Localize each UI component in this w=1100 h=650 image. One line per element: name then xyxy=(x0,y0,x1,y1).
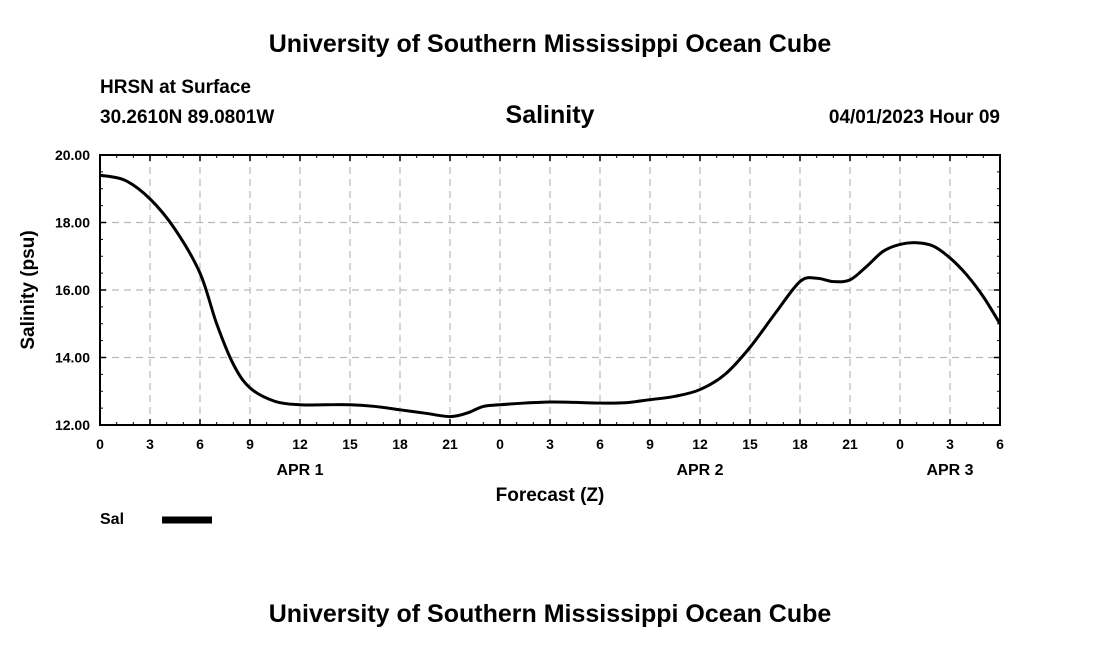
x-tick-label: 0 xyxy=(896,436,904,452)
series-layer xyxy=(99,173,1002,419)
x-tick-label: 18 xyxy=(792,436,808,452)
date-label: APR 3 xyxy=(926,462,973,479)
series-line-sal xyxy=(99,173,1002,419)
y-tick-label: 18.00 xyxy=(55,215,90,231)
grid-layer xyxy=(100,155,1000,425)
y-tick-label: 16.00 xyxy=(55,282,90,298)
x-tick-label: 9 xyxy=(246,436,254,452)
tick-layer: 0 3 6 9 12 15 18 21 0 3 6 9 12 15 18 21 0 3 6 12.00 14.00 16.… xyxy=(55,147,1004,479)
coordinates-label: 30.2610N 89.0801W xyxy=(100,107,275,128)
x-tick-label: 21 xyxy=(842,436,858,452)
y-tick-label: 20.00 xyxy=(55,147,90,163)
x-tick-label: 3 xyxy=(146,436,154,452)
x-tick-label: 15 xyxy=(342,436,358,452)
x-tick-label: 6 xyxy=(196,436,204,452)
x-tick-label: 12 xyxy=(292,436,308,452)
y-tick-label: 12.00 xyxy=(55,417,90,433)
x-tick-label: 9 xyxy=(646,436,654,452)
x-tick-label: 6 xyxy=(596,436,604,452)
x-tick-label: 12 xyxy=(692,436,708,452)
x-tick-label: 3 xyxy=(546,436,554,452)
x-tick-label: 15 xyxy=(742,436,758,452)
datetime-label: 04/01/2023 Hour 09 xyxy=(828,107,1000,128)
x-tick-label: 6 xyxy=(996,436,1004,452)
x-tick-label: 18 xyxy=(392,436,408,452)
y-tick-label: 14.00 xyxy=(55,350,90,366)
chart-title: Salinity xyxy=(505,101,595,129)
legend-label-sal: Sal xyxy=(100,511,125,528)
x-tick-label: 0 xyxy=(496,436,504,452)
x-tick-label: 0 xyxy=(96,436,104,452)
date-label: APR 1 xyxy=(276,462,323,479)
page-title-top: University of Southern Mississippi Ocean… xyxy=(268,30,832,58)
y-axis-label: Salinity (psu) xyxy=(18,230,39,349)
x-axis-label: Forecast (Z) xyxy=(496,485,605,506)
x-tick-label: 3 xyxy=(946,436,954,452)
x-tick-label: 21 xyxy=(442,436,458,452)
page-title-bottom: University of Southern Mississippi Ocean… xyxy=(268,600,832,628)
station-label: HRSN at Surface xyxy=(100,77,251,98)
date-label: APR 2 xyxy=(676,462,723,479)
